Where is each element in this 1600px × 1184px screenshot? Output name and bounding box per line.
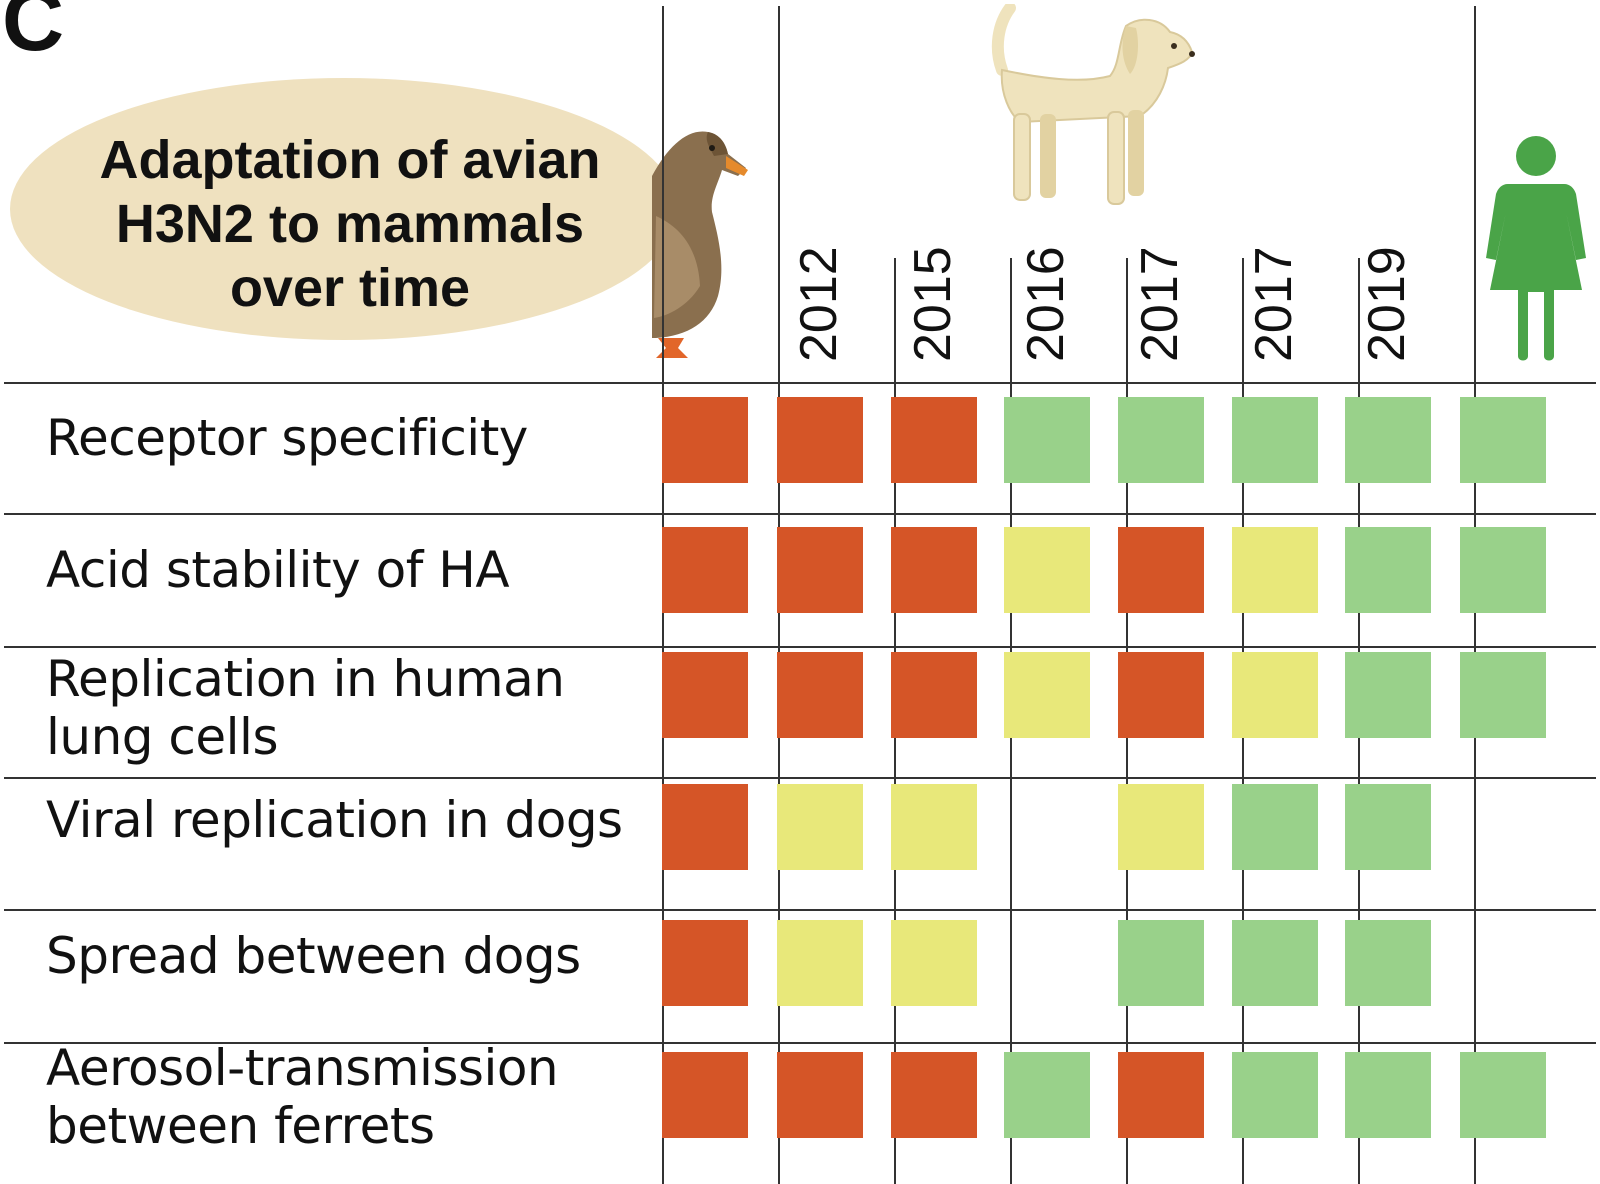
title-line-1: Adaptation of avian [99,130,601,190]
title-ellipse [10,78,678,340]
cell-yellow [1232,527,1318,613]
row-divider [4,1042,1596,1044]
row-label: Replication in human [46,650,565,708]
cell-green [1345,527,1431,613]
cell-green [1460,652,1546,738]
cell-green [1232,920,1318,1006]
cell-green [1004,397,1090,483]
cell-green [1345,920,1431,1006]
human-figure-icon [1486,136,1586,361]
cell-green [1460,527,1546,613]
cell-green [1460,1052,1546,1138]
row-divider [4,513,1596,515]
cell-red [1118,1052,1204,1138]
cell-yellow [1118,784,1204,870]
year-label: 2019 [1358,246,1416,362]
cell-yellow [777,784,863,870]
cell-red [891,1052,977,1138]
row-divider [4,777,1596,779]
row-label: between ferrets [46,1097,435,1155]
title-line-3: over time [229,258,471,318]
cell-green [1460,397,1546,483]
cell-red [777,397,863,483]
row-divider [4,909,1596,911]
dog-icon [991,4,1195,205]
cell-yellow [777,920,863,1006]
cell-red [662,784,748,870]
row-divider [4,646,1596,648]
cell-green [1118,397,1204,483]
cell-red [777,652,863,738]
year-label: 2012 [790,246,848,362]
cell-red [1118,652,1204,738]
row-label: lung cells [46,708,279,766]
cell-red [662,652,748,738]
cell-green [1232,1052,1318,1138]
cell-red [777,527,863,613]
cell-green [1004,1052,1090,1138]
title-line-2: H3N2 to mammals [115,194,585,254]
cell-red [662,397,748,483]
row-label: Acid stability of HA [46,541,510,599]
cell-green [1345,652,1431,738]
row-divider [4,382,1596,384]
cell-green [1345,784,1431,870]
cell-yellow [891,784,977,870]
cell-green [1232,784,1318,870]
year-label: 2015 [904,246,962,362]
duck-icon [652,131,748,358]
cell-red [662,920,748,1006]
cell-red [777,1052,863,1138]
cell-yellow [1232,652,1318,738]
figure-title: Adaptation of avian H3N2 to mammals over… [20,128,680,320]
cell-green [1232,397,1318,483]
panel-letter: C [2,0,65,69]
cell-red [891,652,977,738]
row-label: Viral replication in dogs [46,791,623,849]
cell-red [1118,527,1204,613]
year-label: 2016 [1017,246,1075,362]
cell-green [1345,397,1431,483]
row-label: Spread between dogs [46,927,581,985]
cell-red [662,527,748,613]
row-label: Aerosol-transmission [46,1039,559,1097]
year-label: 2017 [1245,246,1303,362]
cell-red [891,527,977,613]
cell-yellow [1004,527,1090,613]
cell-yellow [891,920,977,1006]
year-label: 2017 [1131,246,1189,362]
cell-yellow [1004,652,1090,738]
cell-green [1118,920,1204,1006]
cell-red [891,397,977,483]
cell-green [1345,1052,1431,1138]
row-label: Receptor specificity [46,409,528,467]
cell-red [662,1052,748,1138]
